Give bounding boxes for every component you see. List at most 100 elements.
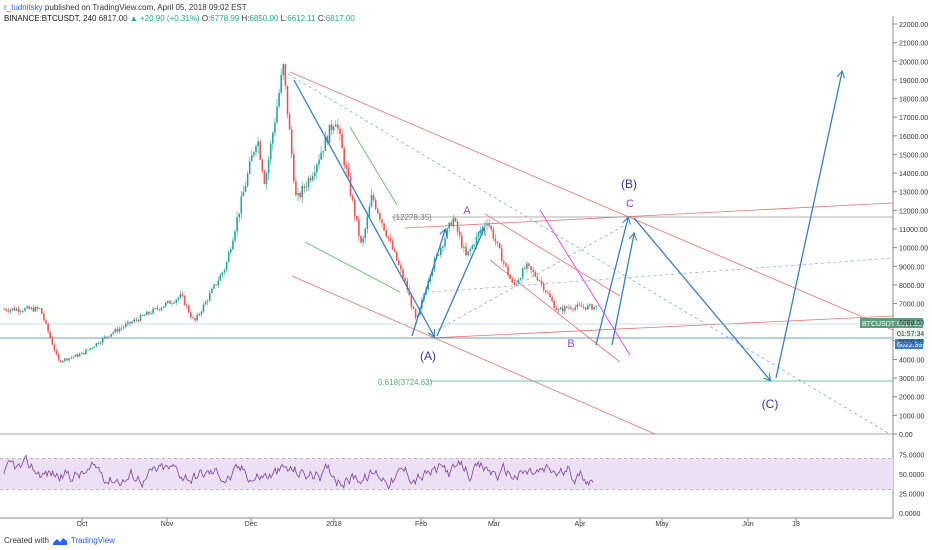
candle-body <box>141 314 144 316</box>
wave-arrow-down-1 <box>293 79 434 336</box>
candle-body <box>167 300 169 303</box>
candle-body <box>339 128 341 134</box>
candle-body <box>83 352 85 355</box>
candle-body <box>242 191 245 197</box>
y-tick-label: 12000.00 <box>899 208 928 215</box>
candle-body <box>337 124 339 129</box>
candles <box>3 63 597 364</box>
candle-body <box>293 154 295 182</box>
candle-body <box>251 155 253 162</box>
dashed-blue-horizontal <box>431 257 894 293</box>
candle-body <box>486 223 488 226</box>
wave-label-c: C <box>626 198 634 210</box>
y-tick-label: 6000.00 <box>899 320 924 327</box>
badge-countdown-bg <box>895 329 923 338</box>
candle-body <box>322 151 324 153</box>
rsi-line <box>3 454 594 490</box>
candle-body <box>284 64 287 86</box>
candle-body <box>305 186 308 188</box>
candle-body <box>24 308 26 311</box>
candle-body <box>110 334 112 337</box>
candle-body <box>574 307 576 310</box>
candle-body <box>364 229 366 239</box>
candle-body <box>387 236 390 239</box>
candle-body <box>446 228 448 239</box>
candle-body <box>3 309 5 310</box>
ohlc-line: BINANCE:BTCUSDT, 240 6817.00 ▲ +20.90 (+… <box>4 13 355 24</box>
candle-body <box>557 309 560 311</box>
channel-bottom <box>291 275 656 435</box>
candle-body <box>370 195 373 207</box>
high-label: H: <box>241 14 250 23</box>
candle-body <box>190 312 192 318</box>
candle-body <box>276 106 278 123</box>
candle-body <box>116 329 119 332</box>
candle-body <box>393 249 396 252</box>
candle-body <box>30 307 33 309</box>
candle-body <box>265 173 268 184</box>
author-link[interactable]: r_tudnitsky <box>4 3 43 12</box>
candle-body <box>326 136 329 143</box>
candle-body <box>362 238 364 243</box>
candle-body <box>437 254 440 256</box>
candle-body <box>169 300 171 304</box>
close-label: C: <box>317 14 326 23</box>
magenta-trendline <box>539 209 631 356</box>
candle-body <box>194 317 196 321</box>
candle-body <box>324 136 327 152</box>
candle-body <box>238 213 240 218</box>
candle-body <box>555 307 558 311</box>
candle-body <box>507 266 509 276</box>
candle-body <box>500 248 503 262</box>
sub-channel-bottom <box>489 259 621 363</box>
wave-label-b: B <box>567 338 574 350</box>
candle-body <box>379 213 381 220</box>
y-tick-label: 3000.00 <box>899 376 924 383</box>
candle-body <box>278 92 280 107</box>
candle-body <box>521 268 524 279</box>
rsi-tick-label: 75.0000 <box>899 453 924 460</box>
candle-body <box>162 306 165 308</box>
candle-body <box>536 276 539 281</box>
tradingview-brand[interactable]: TradingView <box>70 536 115 545</box>
candle-body <box>192 317 194 318</box>
candle-body <box>150 313 152 315</box>
candle-body <box>307 178 310 187</box>
candle-body <box>148 311 150 314</box>
candle-body <box>496 241 499 244</box>
candle-body <box>345 165 348 169</box>
candle-body <box>225 262 228 270</box>
grid <box>0 16 894 519</box>
price-badge: BTCUSDT 6817.00 01:57:34 6022.39 <box>860 318 924 349</box>
candle-body <box>125 323 127 327</box>
wave-arrow-up-c <box>595 218 628 346</box>
candle-body <box>263 171 266 184</box>
candle-body <box>391 240 394 250</box>
candle-body <box>85 349 87 355</box>
support-badge-bg <box>895 339 923 349</box>
rsi-panel: 75.0000 50.0000 25.0000 0.0000 <box>0 453 924 518</box>
wave-arrows <box>293 72 842 380</box>
candle-body <box>328 124 331 143</box>
y-tick-label: 22000.00 <box>899 22 928 29</box>
x-tick-label: Mar <box>488 521 501 528</box>
candle-body <box>183 295 186 306</box>
candle-body <box>400 264 402 270</box>
candle-body <box>398 260 400 265</box>
candle-body <box>484 225 486 227</box>
dashed-gray-1 <box>431 224 626 334</box>
channel-lines <box>0 71 894 435</box>
badge-price: 6817.00 <box>897 321 922 328</box>
candle-body <box>377 208 379 214</box>
badge-symbol: BTCUSDT <box>862 321 896 328</box>
candle-body <box>36 306 39 309</box>
candle-body <box>22 310 24 312</box>
candle-body <box>70 357 72 359</box>
candle-body <box>286 85 289 115</box>
candle-body <box>215 284 217 286</box>
candle-body <box>358 219 360 236</box>
candle-body <box>28 306 30 309</box>
candle-body <box>320 152 322 160</box>
x-tick-label: Dec <box>245 521 258 528</box>
